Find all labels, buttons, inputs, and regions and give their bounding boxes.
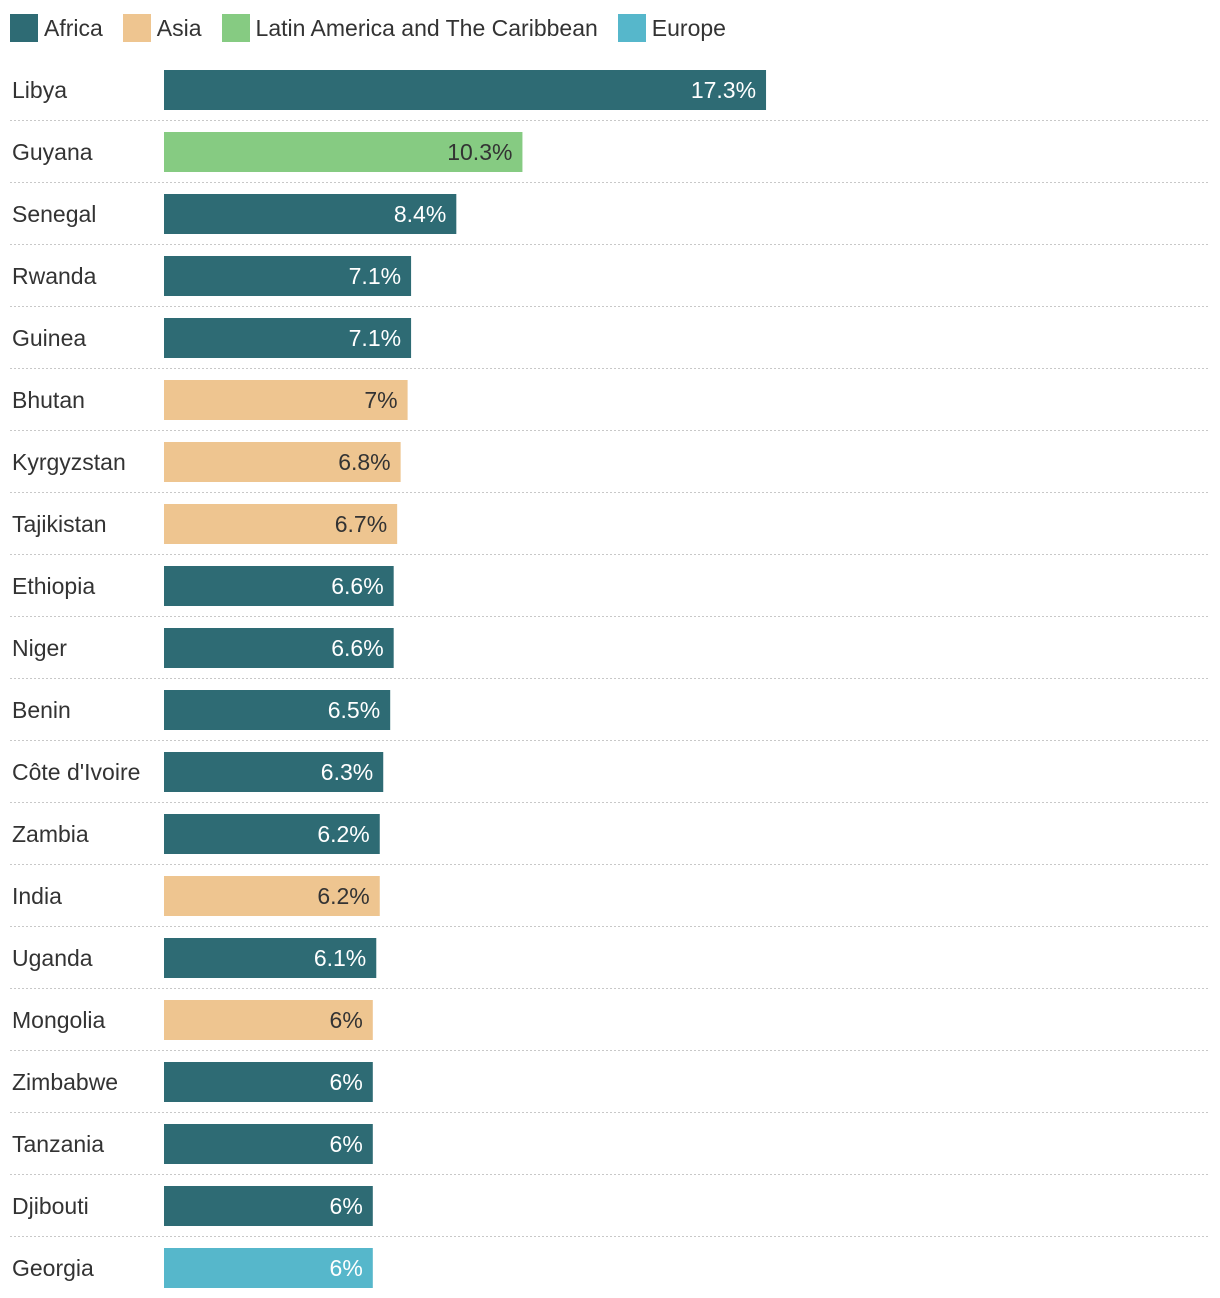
bar-value-label: 6% — [330, 1069, 363, 1095]
row-label: Niger — [12, 635, 67, 661]
bar-value-label: 6% — [330, 1255, 363, 1281]
bar-value-label: 6.3% — [321, 759, 373, 785]
legend-label-latam: Latin America and The Caribbean — [255, 15, 598, 41]
row-label: Libya — [12, 77, 67, 103]
bar-value-label: 6.2% — [317, 883, 369, 909]
legend-swatch-africa — [10, 14, 38, 42]
legend-swatch-europe — [617, 14, 646, 42]
row-label: Bhutan — [12, 387, 85, 413]
bar — [164, 132, 523, 172]
bar — [164, 70, 767, 110]
bar-value-label: 8.4% — [394, 201, 446, 227]
chart-legend: Africa Asia Latin America and The Caribbea… — [10, 14, 746, 42]
bar-value-label: 6% — [330, 1007, 363, 1033]
bar-value-label: 6.6% — [331, 573, 383, 599]
bar — [164, 1124, 373, 1164]
row-label: Tanzania — [12, 1131, 104, 1157]
bar-value-label: 6.2% — [317, 821, 369, 847]
row-label: Rwanda — [12, 263, 97, 289]
bar — [164, 1248, 373, 1288]
legend-label-asia: Asia — [156, 15, 202, 41]
legend-item-asia: Asia — [122, 14, 202, 42]
row-label: Djibouti — [12, 1193, 89, 1219]
bar-value-label: 10.3% — [447, 139, 512, 165]
bar — [164, 876, 380, 916]
bar-value-label: 6% — [330, 1193, 363, 1219]
bar — [164, 938, 377, 978]
legend-label-africa: Africa — [44, 15, 103, 41]
bar-value-label: 7% — [364, 387, 397, 413]
bar — [164, 380, 408, 420]
legend-swatch-latam — [221, 14, 250, 42]
bar-value-label: 6.5% — [328, 697, 380, 723]
row-label: Zambia — [12, 821, 89, 847]
bar — [164, 256, 412, 296]
bar — [164, 566, 394, 606]
legend-swatch-asia — [122, 14, 151, 42]
row-label: Georgia — [12, 1255, 94, 1281]
row-label: Kyrgyzstan — [12, 449, 126, 475]
row-label: Côte d'Ivoire — [12, 759, 140, 785]
bar-value-label: 6% — [330, 1131, 363, 1157]
bar — [164, 814, 380, 854]
row-label: Guyana — [12, 139, 93, 165]
bar — [164, 690, 391, 730]
row-label: Zimbabwe — [12, 1069, 118, 1095]
bar — [164, 1000, 373, 1040]
bar-value-label: 6.1% — [314, 945, 366, 971]
row-label: Benin — [12, 697, 71, 723]
row-label: Ethiopia — [12, 573, 95, 599]
bar — [164, 1062, 373, 1102]
bar-value-label: 7.1% — [349, 263, 401, 289]
bar-value-label: 7.1% — [349, 325, 401, 351]
bar-value-label: 17.3% — [691, 77, 756, 103]
legend-item-europe: Europe — [617, 14, 726, 42]
legend-item-africa: Africa — [10, 14, 103, 42]
bar — [164, 442, 401, 482]
bar — [164, 628, 394, 668]
bar — [164, 194, 457, 234]
bar — [164, 318, 412, 358]
row-label: Senegal — [12, 201, 96, 227]
bar-value-label: 6.7% — [335, 511, 387, 537]
bar — [164, 752, 384, 792]
row-label: India — [12, 883, 62, 909]
bar-value-label: 6.6% — [331, 635, 383, 661]
row-label: Guinea — [12, 325, 86, 351]
legend-item-latam: Latin America and The Caribbean — [221, 14, 598, 42]
legend-label-europe: Europe — [651, 15, 726, 41]
row-label: Mongolia — [12, 1007, 106, 1033]
bar-value-label: 6.8% — [338, 449, 390, 475]
bar — [164, 1186, 373, 1226]
row-label: Tajikistan — [12, 511, 107, 537]
bar — [164, 504, 398, 544]
row-label: Uganda — [12, 945, 93, 971]
